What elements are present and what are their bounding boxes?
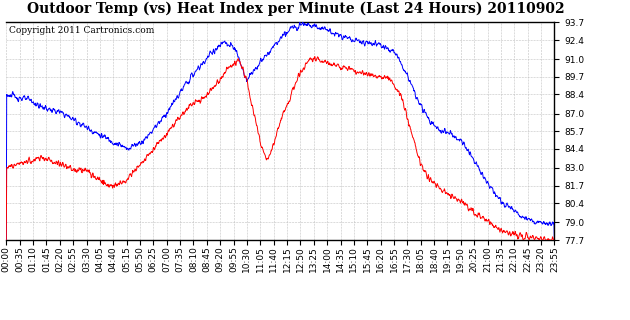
Text: Outdoor Temp (vs) Heat Index per Minute (Last 24 Hours) 20110902: Outdoor Temp (vs) Heat Index per Minute … bbox=[27, 2, 565, 16]
Text: Copyright 2011 Cartronics.com: Copyright 2011 Cartronics.com bbox=[9, 26, 154, 35]
